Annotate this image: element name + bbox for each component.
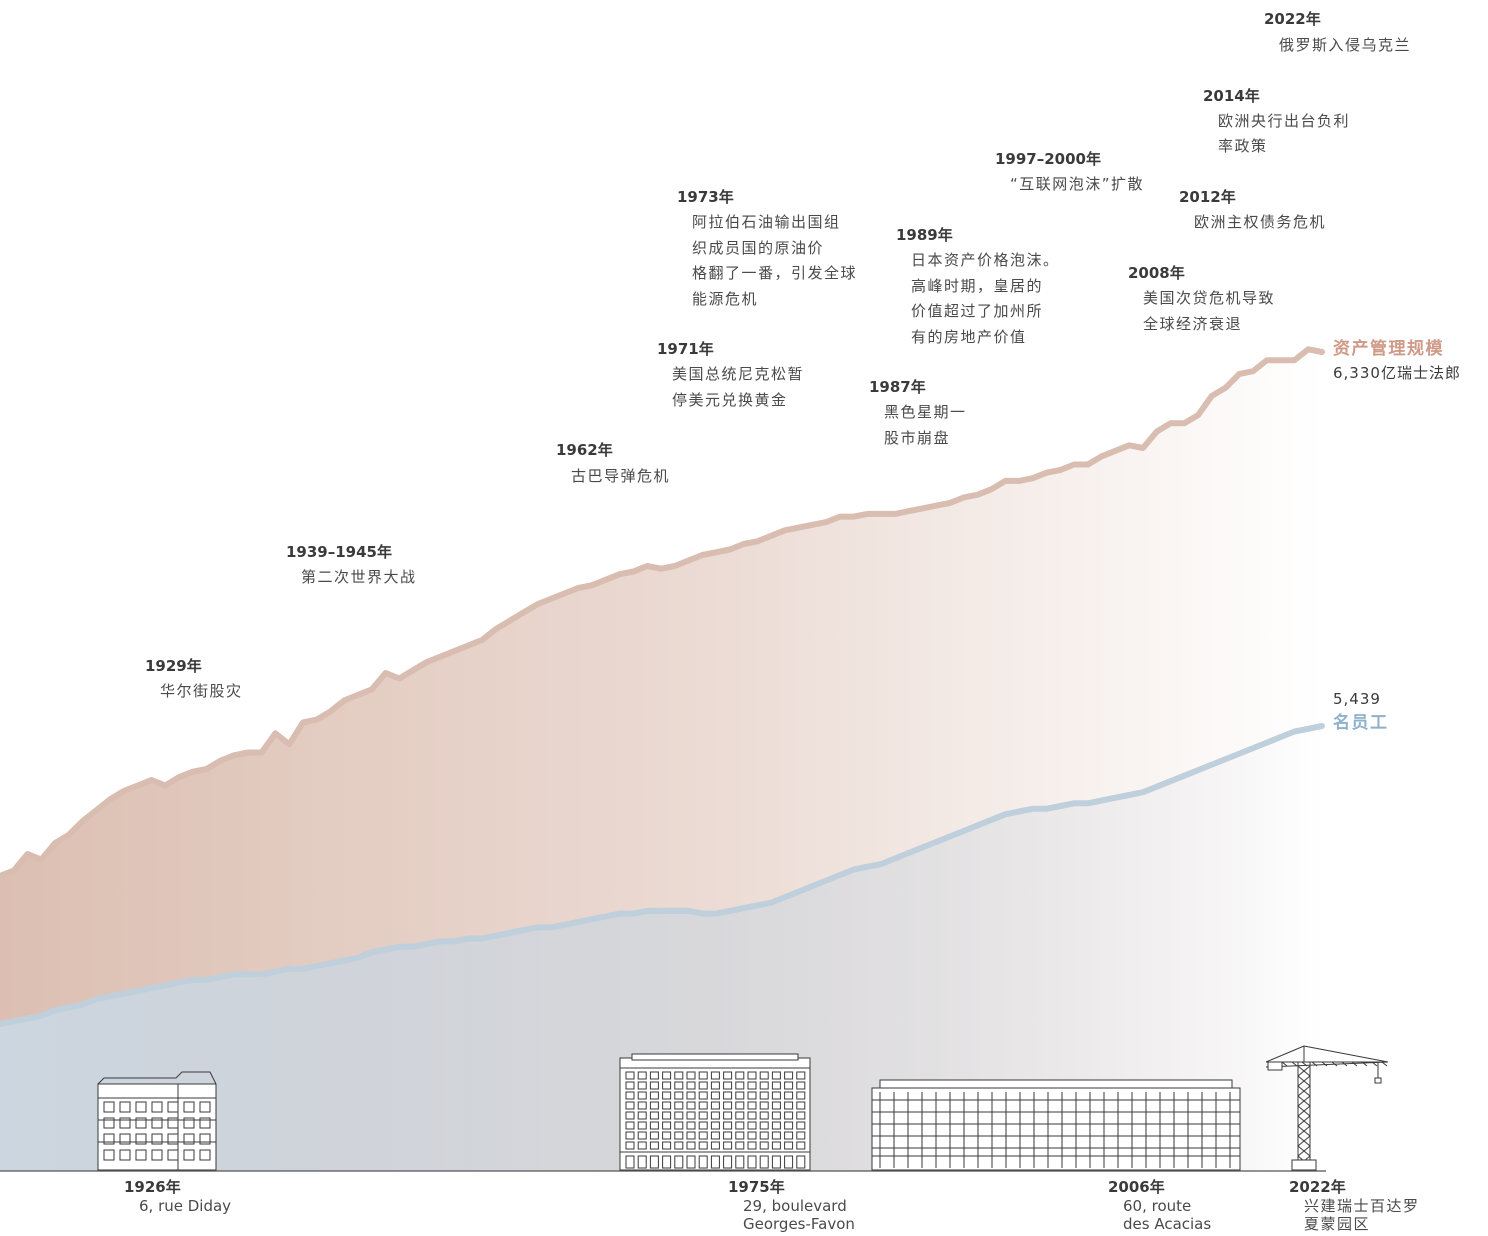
event-text: 有的房地产价值 bbox=[911, 328, 1027, 346]
building-year: 1926年 bbox=[124, 1178, 181, 1196]
building-address: 夏蒙园区 bbox=[1304, 1215, 1370, 1233]
event-1997: 1997–2000年 “互联网泡沫”扩散 bbox=[995, 150, 1144, 193]
event-1929: 1929年 华尔街股灾 bbox=[145, 657, 243, 700]
event-1962: 1962年 古巴导弹危机 bbox=[556, 441, 670, 485]
building-address: 6, rue Diday bbox=[139, 1197, 231, 1215]
event-text: 全球经济衰退 bbox=[1143, 315, 1242, 333]
event-1987: 1987年 黑色星期一 股市崩盘 bbox=[869, 378, 967, 447]
event-1989: 1989年 日本资产价格泡沫。 高峰时期，皇居的 价值超过了加州所 有的房地产价… bbox=[896, 226, 1060, 346]
event-text: 停美元兑换黄金 bbox=[672, 391, 788, 409]
event-year: 1962年 bbox=[556, 441, 613, 459]
aum-end-label: 资产管理规模 6,330亿瑞士法郎 bbox=[1333, 338, 1461, 382]
aum-end-value: 6,330亿瑞士法郎 bbox=[1333, 364, 1461, 382]
event-1939: 1939–1945年 第二次世界大战 bbox=[286, 543, 417, 586]
event-year: 1973年 bbox=[677, 188, 734, 206]
event-text: 阿拉伯石油输出国组 bbox=[692, 213, 841, 231]
event-text: 黑色星期一 bbox=[884, 403, 967, 421]
building-label-2006: 2006年 60, route des Acacias bbox=[1108, 1178, 1211, 1233]
event-text: 美国总统尼克松暂 bbox=[672, 365, 804, 383]
crane-2022-icon bbox=[1265, 1045, 1389, 1171]
event-year: 2014年 bbox=[1203, 87, 1260, 105]
building-2006-icon bbox=[871, 1079, 1241, 1171]
event-text: 价值超过了加州所 bbox=[911, 302, 1043, 320]
building-year: 2022年 bbox=[1289, 1178, 1346, 1196]
event-text: 俄罗斯入侵乌克兰 bbox=[1279, 36, 1411, 54]
event-2012: 2012年 欧洲主权债务危机 bbox=[1179, 188, 1326, 231]
aum-line bbox=[0, 346, 1325, 879]
event-text: 美国次贷危机导致 bbox=[1143, 289, 1275, 307]
aum-series-name: 资产管理规模 bbox=[1333, 338, 1444, 359]
event-year: 2012年 bbox=[1179, 188, 1236, 206]
event-text: 古巴导弹危机 bbox=[571, 467, 670, 485]
building-1926-icon bbox=[97, 1071, 217, 1171]
building-1975-icon bbox=[619, 1053, 811, 1171]
event-text: 织成员国的原油价 bbox=[692, 239, 824, 257]
building-address: des Acacias bbox=[1123, 1215, 1211, 1233]
event-2008: 2008年 美国次贷危机导致 全球经济衰退 bbox=[1128, 264, 1275, 333]
event-year: 1929年 bbox=[145, 657, 202, 675]
staff-end-label: 5,439 名员工 bbox=[1333, 690, 1389, 733]
building-year: 2006年 bbox=[1108, 1178, 1165, 1196]
staff-series-name: 名员工 bbox=[1333, 712, 1389, 733]
event-year: 2008年 bbox=[1128, 264, 1185, 282]
event-2022: 2022年 俄罗斯入侵乌克兰 bbox=[1264, 10, 1411, 54]
event-year: 2022年 bbox=[1264, 10, 1321, 28]
event-year: 1939–1945年 bbox=[286, 543, 392, 561]
event-text: 率政策 bbox=[1218, 137, 1268, 155]
event-text: 股市崩盘 bbox=[884, 429, 950, 447]
building-year: 1975年 bbox=[728, 1178, 785, 1196]
event-text: 第二次世界大战 bbox=[301, 568, 417, 586]
event-year: 1971年 bbox=[657, 340, 714, 358]
staff-end-value: 5,439 bbox=[1333, 690, 1381, 708]
event-text: 高峰时期，皇居的 bbox=[911, 277, 1043, 295]
event-text: 欧洲央行出台负利 bbox=[1218, 112, 1350, 130]
event-text: 欧洲主权债务危机 bbox=[1194, 213, 1326, 231]
building-address: 60, route bbox=[1123, 1197, 1191, 1215]
staff-area bbox=[0, 726, 1322, 1171]
event-text: 能源危机 bbox=[692, 290, 758, 308]
building-label-1926: 1926年 6, rue Diday bbox=[124, 1178, 231, 1215]
building-address: 29, boulevard bbox=[743, 1197, 847, 1215]
event-year: 1997–2000年 bbox=[995, 150, 1101, 168]
event-year: 1987年 bbox=[869, 378, 926, 396]
event-text: 格翻了一番，引发全球 bbox=[692, 264, 857, 282]
event-2014: 2014年 欧洲央行出台负利 率政策 bbox=[1203, 87, 1350, 155]
event-text: 日本资产价格泡沫。 bbox=[911, 251, 1060, 269]
building-address: Georges-Favon bbox=[743, 1215, 855, 1233]
building-label-2022: 2022年 兴建瑞士百达罗 夏蒙园区 bbox=[1289, 1178, 1420, 1233]
building-address: 兴建瑞士百达罗 bbox=[1304, 1197, 1420, 1215]
event-text: “互联网泡沫”扩散 bbox=[1010, 175, 1144, 193]
event-1973: 1973年 阿拉伯石油输出国组 织成员国的原油价 格翻了一番，引发全球 能源危机 bbox=[677, 188, 857, 308]
building-label-1975: 1975年 29, boulevard Georges-Favon bbox=[728, 1178, 855, 1233]
staff-line bbox=[0, 723, 1325, 1027]
event-year: 1989年 bbox=[896, 226, 953, 244]
event-1971: 1971年 美国总统尼克松暂 停美元兑换黄金 bbox=[657, 340, 804, 409]
event-text: 华尔街股灾 bbox=[160, 682, 243, 700]
